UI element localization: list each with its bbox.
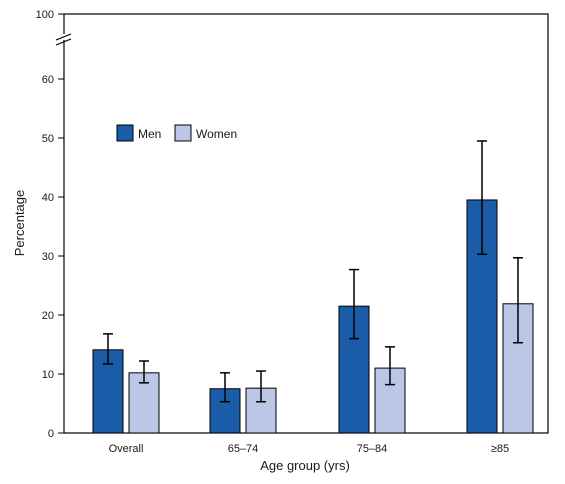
y-axis-ticks: 0 10 20 30 40 50 60 100 <box>36 9 64 440</box>
x-tick-label: ≥85 <box>491 443 509 455</box>
legend-swatch-men <box>116 124 134 142</box>
x-tick-label: 65–74 <box>228 443 259 455</box>
bars <box>92 199 534 434</box>
x-axis-ticks: Overall 65–74 75–84 ≥85 <box>109 443 510 455</box>
bar-women <box>128 372 160 434</box>
legend: Men Women <box>116 124 237 142</box>
y-axis-title: Percentage <box>12 190 27 257</box>
x-axis-title: Age group (yrs) <box>260 458 350 473</box>
y-tick-label: 100 <box>36 9 54 21</box>
plot-frame <box>63 13 549 434</box>
y-tick-label: 50 <box>42 133 54 145</box>
y-axis-break <box>55 33 72 46</box>
legend-label-men: Men <box>138 127 161 141</box>
y-tick-label: 60 <box>42 74 54 86</box>
y-tick-label: 10 <box>42 369 54 381</box>
y-tick-label: 0 <box>48 428 54 440</box>
legend-swatch-women <box>174 124 192 142</box>
y-tick-label: 40 <box>42 192 54 204</box>
x-tick-label: 75–84 <box>357 443 388 455</box>
y-tick-label: 30 <box>42 251 54 263</box>
bar-women <box>245 387 277 434</box>
error-bars <box>103 140 523 403</box>
x-tick-label: Overall <box>109 443 144 455</box>
y-tick-label: 20 <box>42 310 54 322</box>
legend-label-women: Women <box>196 127 237 141</box>
